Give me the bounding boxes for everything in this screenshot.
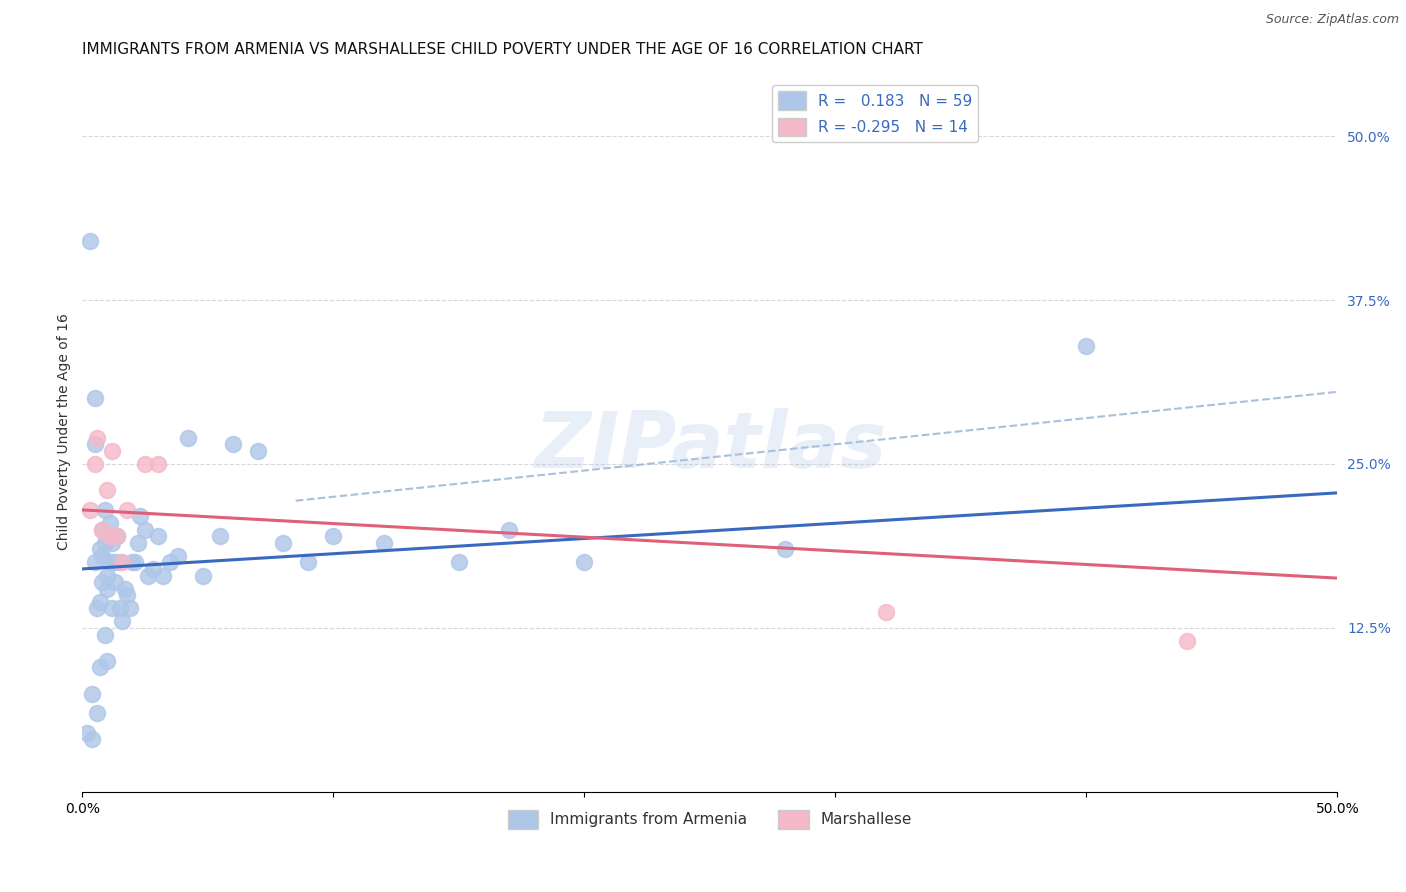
Point	[875, 605, 897, 619]
Text: IMMIGRANTS FROM ARMENIA VS MARSHALLESE CHILD POVERTY UNDER THE AGE OF 16 CORRELA: IMMIGRANTS FROM ARMENIA VS MARSHALLESE C…	[83, 42, 924, 57]
Point	[104, 555, 127, 569]
Point	[159, 555, 181, 569]
Point	[91, 523, 114, 537]
Point	[101, 535, 124, 549]
Point	[271, 535, 294, 549]
Point	[222, 437, 245, 451]
Point	[498, 523, 520, 537]
Point	[114, 582, 136, 596]
Point	[91, 549, 114, 563]
Point	[96, 483, 118, 498]
Point	[111, 615, 134, 629]
Point	[107, 529, 129, 543]
Point	[98, 516, 121, 530]
Point	[117, 503, 139, 517]
Point	[96, 654, 118, 668]
Point	[121, 555, 143, 569]
Point	[83, 555, 105, 569]
Point	[191, 568, 214, 582]
Point	[79, 503, 101, 517]
Point	[146, 457, 169, 471]
Text: ZIPatlas: ZIPatlas	[534, 408, 886, 483]
Point	[117, 588, 139, 602]
Point	[94, 535, 117, 549]
Point	[98, 529, 121, 543]
Point	[209, 529, 232, 543]
Point	[96, 568, 118, 582]
Point	[86, 431, 108, 445]
Point	[177, 431, 200, 445]
Point	[136, 568, 159, 582]
Point	[86, 706, 108, 721]
Point	[146, 529, 169, 543]
Point	[134, 523, 156, 537]
Point	[574, 555, 596, 569]
Point	[108, 555, 131, 569]
Point	[773, 542, 796, 557]
Text: Source: ZipAtlas.com: Source: ZipAtlas.com	[1265, 13, 1399, 27]
Point	[447, 555, 470, 569]
Point	[124, 555, 146, 569]
Point	[83, 437, 105, 451]
Point	[83, 457, 105, 471]
Point	[94, 503, 117, 517]
Point	[82, 732, 104, 747]
Point	[1175, 634, 1198, 648]
Point	[373, 535, 395, 549]
Point	[94, 627, 117, 641]
Point	[86, 601, 108, 615]
Point	[89, 595, 111, 609]
Point	[82, 687, 104, 701]
Point	[166, 549, 188, 563]
Point	[96, 582, 118, 596]
Point	[142, 562, 165, 576]
Point	[118, 601, 141, 615]
Point	[247, 443, 270, 458]
Point	[98, 555, 121, 569]
Point	[104, 575, 127, 590]
Point	[111, 555, 134, 569]
Point	[76, 726, 98, 740]
Point	[101, 601, 124, 615]
Point	[129, 509, 152, 524]
Legend: Immigrants from Armenia, Marshallese: Immigrants from Armenia, Marshallese	[502, 804, 918, 835]
Point	[134, 457, 156, 471]
Point	[83, 392, 105, 406]
Point	[89, 660, 111, 674]
Point	[127, 535, 149, 549]
Point	[91, 575, 114, 590]
Point	[152, 568, 174, 582]
Point	[107, 529, 129, 543]
Point	[101, 443, 124, 458]
Point	[322, 529, 344, 543]
Y-axis label: Child Poverty Under the Age of 16: Child Poverty Under the Age of 16	[58, 313, 72, 549]
Point	[91, 523, 114, 537]
Point	[297, 555, 319, 569]
Point	[108, 601, 131, 615]
Point	[79, 234, 101, 248]
Point	[1076, 339, 1098, 353]
Point	[89, 542, 111, 557]
